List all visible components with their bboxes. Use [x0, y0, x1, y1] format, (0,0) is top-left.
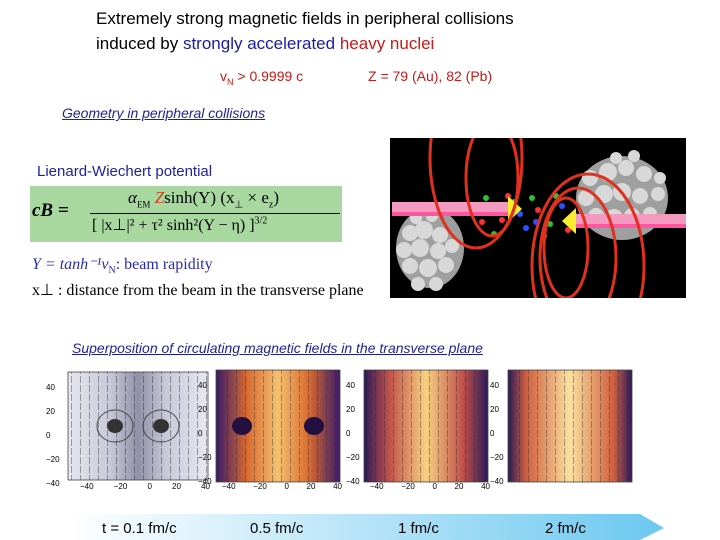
panel-4-yticks: 40 20 0 −20 −40 [490, 381, 504, 486]
geometry-heading: Geometry in peripheral collisions [62, 105, 266, 121]
collision-illustration [390, 138, 686, 298]
title-red-phrase: heavy nuclei [339, 34, 435, 53]
formula-lhs: cB = [32, 200, 69, 221]
fraction-bar [90, 213, 340, 214]
panel-3-yticks: 40 20 0 −20 −40 [346, 381, 360, 486]
time-label-3: 1 fm/c [398, 520, 439, 537]
slide-title: Extremely strong magnetic fields in peri… [96, 6, 514, 56]
time-arrow [70, 514, 664, 540]
rapidity-definition: Y = tanh⁻¹vN: beam rapidity [32, 256, 213, 277]
panel-1-xticks: −40 −20 0 20 40 [80, 482, 210, 491]
field-panel-4: 40 20 0 −20 −40 [488, 366, 648, 494]
velocity-param: vN > 0.9999 c [220, 68, 304, 87]
time-label-2: 0.5 fm/c [250, 520, 304, 537]
field-panel-3: 40 20 0 −20 −40 −40 −20 0 20 40 [344, 366, 504, 494]
title-line-2: induced by strongly accelerated heavy nu… [96, 31, 514, 56]
panel-1-yticks: 40 20 0 −20 −40 [46, 383, 60, 488]
lw-formula: cB = αEM Zsinh(Y) (x⊥ × ez) [ |x⊥|² + τ²… [30, 186, 342, 242]
title-line-1: Extremely strong magnetic fields in peri… [96, 9, 514, 28]
superposition-heading: Superposition of circulating magnetic fi… [72, 340, 483, 356]
distance-definition: x⊥ : distance from the beam in the trans… [32, 282, 364, 299]
field-panel-1: 40 20 0 −20 −40 −40 −20 0 20 40 [40, 366, 215, 494]
panel-2-yticks: 40 20 0 −20 −40 [198, 381, 212, 486]
title-prefix: induced by [96, 34, 183, 53]
charge-param: Z = 79 (Au), 82 (Pb) [368, 68, 493, 84]
lw-label: Lienard-Wiechert potential [37, 163, 213, 180]
time-label-4: 2 fm/c [545, 520, 586, 537]
panel-2-xticks: −40 −20 0 20 40 [222, 482, 342, 491]
magnetic-field-loops [428, 138, 646, 298]
formula-numerator: αEM Zsinh(Y) (x⊥ × ez) [128, 188, 279, 211]
formula-denominator: [ |x⊥|² + τ² sinh²(Y − η) ]3/2 [92, 215, 268, 234]
panel-3-xticks: −40 −20 0 20 40 [370, 482, 490, 491]
title-blue-phrase: strongly accelerated [182, 34, 336, 53]
time-label-1: t = 0.1 fm/c [102, 520, 177, 537]
field-panel-2: 40 20 0 −20 −40 −40 −20 0 20 40 [196, 366, 356, 494]
